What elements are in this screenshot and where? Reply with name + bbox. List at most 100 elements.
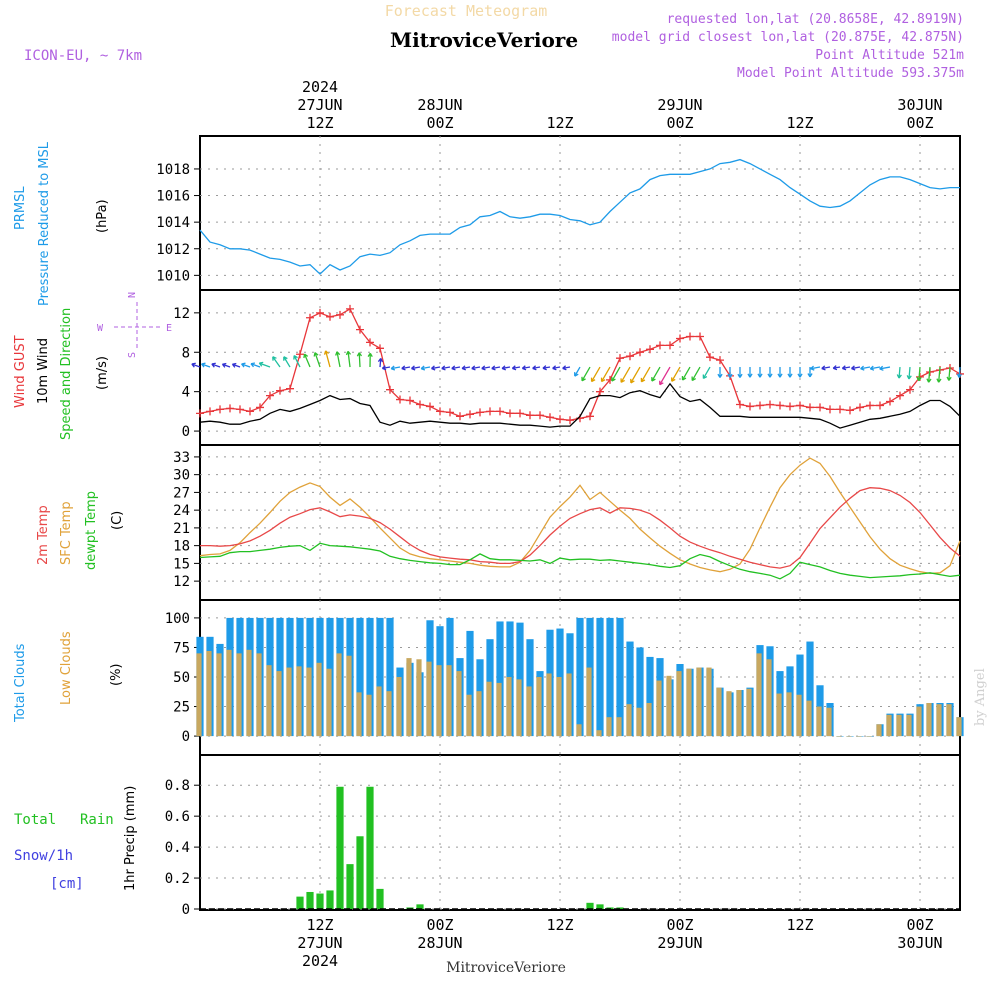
top-time-label: 00Z <box>666 114 693 132</box>
gust-marker <box>846 406 854 415</box>
low-clouds-bar <box>356 692 362 737</box>
gust-marker <box>386 385 394 394</box>
wind-arrow <box>717 367 723 378</box>
gust-marker <box>246 407 254 416</box>
low-clouds-bar <box>446 665 452 737</box>
wind-gust-label: Wind GUST <box>13 335 28 408</box>
low-clouds-bar <box>746 688 752 737</box>
gust-marker <box>216 405 224 414</box>
wind-arrow <box>946 366 952 381</box>
gust-marker <box>486 407 494 416</box>
sfc-temp-label: SFC Temp <box>59 501 74 565</box>
wind-arrow <box>936 366 942 383</box>
wind-arrow <box>747 367 753 378</box>
bottom-time-label: 00Z <box>426 916 453 934</box>
wind-arrow <box>491 365 501 371</box>
low-clouds-bar <box>336 653 342 737</box>
gust-marker <box>706 353 714 362</box>
wind-arrow <box>390 365 401 371</box>
point-altitude: Point Altitude 521m <box>815 48 964 63</box>
wind-arrow <box>431 365 441 371</box>
wind-arrow <box>272 356 281 368</box>
low-clouds-bar <box>656 680 662 737</box>
bottom-time-label: 2024 <box>302 952 338 970</box>
wind-arrow <box>832 365 841 371</box>
bottom-time-label: 12Z <box>306 916 333 934</box>
panels: 1010101210141016101804812121518212427303… <box>156 135 964 918</box>
y-tick-label: 12 <box>173 574 190 590</box>
wind-arrow <box>420 365 431 371</box>
bottom-time-label: 00Z <box>906 916 933 934</box>
y-tick-label: 1014 <box>156 215 190 231</box>
wind-arrow <box>640 366 651 383</box>
y-tick-label: 25 <box>173 700 190 716</box>
wind-arrow <box>411 365 421 371</box>
gust-marker <box>526 411 534 420</box>
low-clouds-bar <box>676 671 682 737</box>
y-tick-label: 30 <box>173 468 190 484</box>
wind-arrow <box>313 352 321 368</box>
gust-marker <box>556 415 564 424</box>
wind-arrow <box>916 366 922 382</box>
low-clouds-bar <box>266 665 272 737</box>
gust-marker <box>446 408 454 417</box>
closest-coords: model grid closest lon,lat (20.875E, 42.… <box>612 30 964 45</box>
wind-arrow <box>860 365 871 371</box>
wind-arrow <box>630 366 641 384</box>
compass-east: E <box>166 323 172 334</box>
low-clouds-bar <box>396 677 402 737</box>
total-clouds-bar <box>386 617 394 737</box>
low-clouds-bar <box>296 666 302 737</box>
wind-arrow <box>691 366 701 382</box>
low-clouds-bar <box>826 707 832 737</box>
wind-arrow <box>590 366 601 383</box>
gust-marker <box>736 400 744 409</box>
wind-arrow <box>293 354 301 368</box>
gust-marker <box>506 409 514 418</box>
gust-marker <box>426 402 434 411</box>
snow-cm-label: [cm] <box>50 876 84 892</box>
top-time-label: 12Z <box>306 114 333 132</box>
gust-marker <box>236 405 244 414</box>
gust-marker <box>786 402 794 411</box>
gust-marker <box>676 334 684 343</box>
panel-frame <box>199 754 961 911</box>
low-clouds-bar <box>696 667 702 737</box>
gust-marker <box>356 325 364 334</box>
wind-line <box>199 382 961 429</box>
total-clouds-bar <box>636 647 644 737</box>
low-clouds-bar <box>916 706 922 737</box>
wind-arrow <box>737 367 743 378</box>
rain-bar <box>306 891 314 909</box>
gust-marker <box>866 401 874 410</box>
wind-arrow <box>451 365 461 371</box>
footer-location: MitroviceVeriore <box>446 960 566 976</box>
wind-arrow <box>481 365 491 371</box>
clouds-unit: (%) <box>109 664 124 687</box>
y-tick-label: 4 <box>182 385 190 401</box>
model-altitude: Model Point Altitude 593.375m <box>737 66 964 81</box>
wind-arrow <box>681 366 691 381</box>
low-clouds-bar <box>306 667 312 737</box>
y-tick-label: 0.2 <box>165 871 190 887</box>
total-clouds-label: Total Clouds <box>13 643 28 723</box>
gust-marker <box>436 407 444 416</box>
sfc-temp-line <box>199 457 961 575</box>
low-clouds-bar <box>386 691 392 737</box>
gust-marker <box>636 348 644 357</box>
y-tick-label: 15 <box>173 556 190 572</box>
dewpt-line <box>199 542 961 580</box>
wind-arrow <box>441 365 451 371</box>
top-time-label: 30JUN <box>897 96 942 114</box>
low-clouds-bar <box>536 677 542 737</box>
low-clouds-bar <box>526 686 532 737</box>
y-tick-label: 12 <box>173 306 190 322</box>
gust-marker <box>346 304 354 313</box>
compass-west: W <box>97 323 104 334</box>
wind-arrow <box>841 365 851 371</box>
gust-marker <box>796 401 804 410</box>
gust-marker <box>756 401 764 410</box>
top-time-label: 00Z <box>426 114 453 132</box>
total-clouds-bar <box>616 617 624 737</box>
